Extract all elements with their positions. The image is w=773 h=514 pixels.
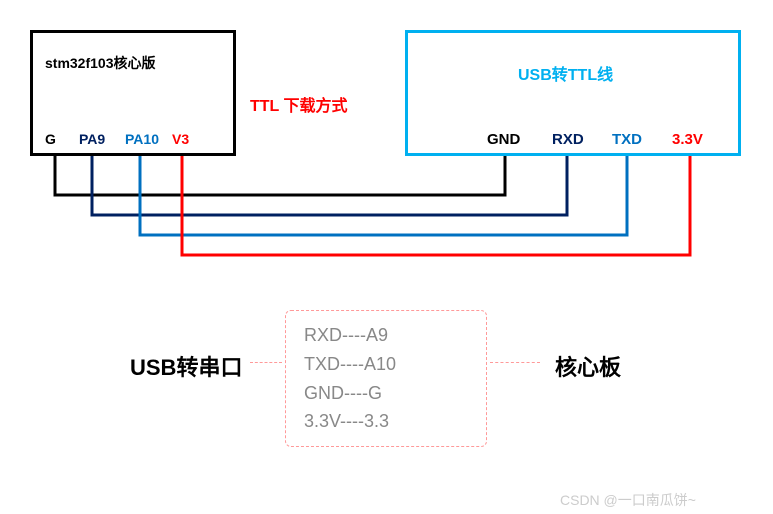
pin-label-gnd: GND — [487, 131, 520, 148]
download-mode-label: TTL 下载方式 — [250, 92, 347, 116]
mapping-row: 3.3V----3.3 — [304, 407, 468, 436]
pin-label-rxd: RXD — [552, 131, 584, 148]
pin-label-txd: TXD — [612, 131, 642, 148]
pin-mapping-table: RXD----A9TXD----A10GND----G3.3V----3.3 — [285, 310, 487, 447]
watermark-text: CSDN @一口南瓜饼~ — [560, 490, 696, 510]
dash-connector-left — [250, 362, 282, 363]
core-board-label: 核心板 — [555, 350, 621, 382]
pin-label-g: G — [45, 131, 56, 147]
mapping-row: RXD----A9 — [304, 321, 468, 350]
pin-label-v3: V3 — [172, 131, 189, 147]
wire-pa10 — [140, 150, 627, 235]
mapping-row: TXD----A10 — [304, 350, 468, 379]
pin-label-pa9: PA9 — [79, 131, 105, 147]
wire-v3 — [182, 150, 690, 255]
stm32-module: stm32f103核心版 G PA9 PA10 V3 — [30, 30, 236, 156]
usb-ttl-module: USB转TTL线 GND RXD TXD 3.3V — [405, 30, 741, 156]
stm32-title: stm32f103核心版 — [45, 53, 156, 73]
mapping-row: GND----G — [304, 379, 468, 408]
wire-pa9 — [92, 150, 567, 215]
dash-connector-right — [490, 362, 540, 363]
usb-serial-label: USB转串口 — [130, 350, 242, 382]
pin-label-3.3v: 3.3V — [672, 131, 703, 148]
wire-gnd — [55, 150, 505, 195]
pin-label-pa10: PA10 — [125, 131, 159, 147]
usb-ttl-title: USB转TTL线 — [518, 61, 613, 85]
